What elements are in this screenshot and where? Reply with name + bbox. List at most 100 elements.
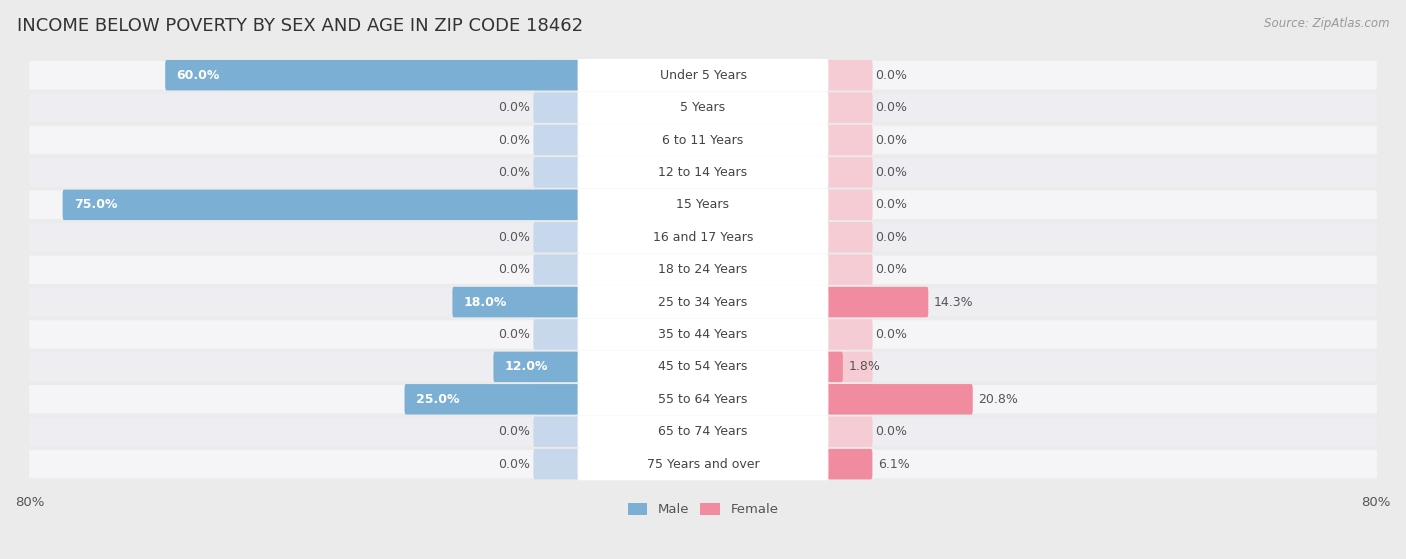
FancyBboxPatch shape bbox=[30, 93, 1376, 122]
Text: 0.0%: 0.0% bbox=[876, 198, 907, 211]
FancyBboxPatch shape bbox=[30, 191, 1376, 219]
FancyBboxPatch shape bbox=[828, 157, 873, 188]
Text: 0.0%: 0.0% bbox=[876, 69, 907, 82]
FancyBboxPatch shape bbox=[405, 384, 578, 415]
FancyBboxPatch shape bbox=[828, 190, 873, 220]
FancyBboxPatch shape bbox=[828, 287, 873, 318]
Text: 20.8%: 20.8% bbox=[979, 393, 1018, 406]
FancyBboxPatch shape bbox=[30, 223, 1376, 252]
FancyBboxPatch shape bbox=[30, 61, 1376, 89]
FancyBboxPatch shape bbox=[533, 416, 578, 447]
FancyBboxPatch shape bbox=[533, 222, 578, 253]
Text: 0.0%: 0.0% bbox=[876, 166, 907, 179]
Text: 0.0%: 0.0% bbox=[499, 458, 530, 471]
Legend: Male, Female: Male, Female bbox=[623, 498, 783, 522]
FancyBboxPatch shape bbox=[533, 157, 578, 188]
Text: 45 to 54 Years: 45 to 54 Years bbox=[658, 361, 748, 373]
Text: 65 to 74 Years: 65 to 74 Years bbox=[658, 425, 748, 438]
Text: 6 to 11 Years: 6 to 11 Years bbox=[662, 134, 744, 146]
FancyBboxPatch shape bbox=[578, 350, 828, 383]
FancyBboxPatch shape bbox=[533, 254, 578, 285]
FancyBboxPatch shape bbox=[165, 60, 578, 91]
Text: 15 Years: 15 Years bbox=[676, 198, 730, 211]
FancyBboxPatch shape bbox=[30, 158, 1376, 187]
Text: 16 and 17 Years: 16 and 17 Years bbox=[652, 231, 754, 244]
FancyBboxPatch shape bbox=[578, 188, 828, 221]
FancyBboxPatch shape bbox=[828, 222, 873, 253]
FancyBboxPatch shape bbox=[828, 384, 873, 415]
FancyBboxPatch shape bbox=[828, 92, 873, 123]
FancyBboxPatch shape bbox=[578, 415, 828, 448]
Text: 1.8%: 1.8% bbox=[848, 361, 880, 373]
Text: 0.0%: 0.0% bbox=[876, 263, 907, 276]
FancyBboxPatch shape bbox=[578, 318, 828, 350]
FancyBboxPatch shape bbox=[578, 221, 828, 253]
Text: 18.0%: 18.0% bbox=[464, 296, 508, 309]
FancyBboxPatch shape bbox=[828, 287, 928, 318]
Text: 0.0%: 0.0% bbox=[499, 134, 530, 146]
FancyBboxPatch shape bbox=[533, 319, 578, 350]
FancyBboxPatch shape bbox=[533, 384, 578, 415]
Text: 35 to 44 Years: 35 to 44 Years bbox=[658, 328, 748, 341]
Text: 55 to 64 Years: 55 to 64 Years bbox=[658, 393, 748, 406]
Text: 60.0%: 60.0% bbox=[177, 69, 219, 82]
Text: 0.0%: 0.0% bbox=[499, 263, 530, 276]
FancyBboxPatch shape bbox=[30, 320, 1376, 349]
FancyBboxPatch shape bbox=[828, 352, 842, 382]
FancyBboxPatch shape bbox=[578, 448, 828, 480]
Text: 6.1%: 6.1% bbox=[877, 458, 910, 471]
Text: 14.3%: 14.3% bbox=[934, 296, 973, 309]
Text: 12.0%: 12.0% bbox=[505, 361, 548, 373]
FancyBboxPatch shape bbox=[828, 60, 873, 91]
Text: 0.0%: 0.0% bbox=[499, 425, 530, 438]
Text: 75 Years and over: 75 Years and over bbox=[647, 458, 759, 471]
FancyBboxPatch shape bbox=[30, 255, 1376, 284]
FancyBboxPatch shape bbox=[828, 125, 873, 155]
FancyBboxPatch shape bbox=[578, 253, 828, 286]
FancyBboxPatch shape bbox=[828, 449, 873, 480]
Text: 0.0%: 0.0% bbox=[876, 231, 907, 244]
FancyBboxPatch shape bbox=[578, 124, 828, 156]
Text: 75.0%: 75.0% bbox=[75, 198, 118, 211]
FancyBboxPatch shape bbox=[30, 288, 1376, 316]
Text: 25.0%: 25.0% bbox=[416, 393, 460, 406]
Text: 0.0%: 0.0% bbox=[876, 328, 907, 341]
Text: 0.0%: 0.0% bbox=[499, 328, 530, 341]
FancyBboxPatch shape bbox=[578, 383, 828, 415]
Text: Source: ZipAtlas.com: Source: ZipAtlas.com bbox=[1264, 17, 1389, 30]
FancyBboxPatch shape bbox=[533, 287, 578, 318]
Text: 12 to 14 Years: 12 to 14 Years bbox=[658, 166, 748, 179]
FancyBboxPatch shape bbox=[30, 353, 1376, 381]
Text: 0.0%: 0.0% bbox=[876, 134, 907, 146]
Text: 5 Years: 5 Years bbox=[681, 101, 725, 114]
Text: 18 to 24 Years: 18 to 24 Years bbox=[658, 263, 748, 276]
Text: 0.0%: 0.0% bbox=[499, 231, 530, 244]
FancyBboxPatch shape bbox=[30, 126, 1376, 154]
FancyBboxPatch shape bbox=[453, 287, 578, 318]
FancyBboxPatch shape bbox=[30, 450, 1376, 479]
FancyBboxPatch shape bbox=[828, 319, 873, 350]
FancyBboxPatch shape bbox=[828, 416, 873, 447]
FancyBboxPatch shape bbox=[828, 352, 873, 382]
FancyBboxPatch shape bbox=[578, 92, 828, 124]
FancyBboxPatch shape bbox=[828, 254, 873, 285]
Text: Under 5 Years: Under 5 Years bbox=[659, 69, 747, 82]
FancyBboxPatch shape bbox=[533, 449, 578, 480]
Text: 25 to 34 Years: 25 to 34 Years bbox=[658, 296, 748, 309]
FancyBboxPatch shape bbox=[828, 449, 872, 480]
FancyBboxPatch shape bbox=[533, 352, 578, 382]
Text: INCOME BELOW POVERTY BY SEX AND AGE IN ZIP CODE 18462: INCOME BELOW POVERTY BY SEX AND AGE IN Z… bbox=[17, 17, 583, 35]
FancyBboxPatch shape bbox=[533, 125, 578, 155]
Text: 0.0%: 0.0% bbox=[499, 101, 530, 114]
FancyBboxPatch shape bbox=[533, 60, 578, 91]
FancyBboxPatch shape bbox=[63, 190, 578, 220]
FancyBboxPatch shape bbox=[578, 156, 828, 188]
FancyBboxPatch shape bbox=[578, 286, 828, 318]
Text: 0.0%: 0.0% bbox=[499, 166, 530, 179]
FancyBboxPatch shape bbox=[533, 92, 578, 123]
FancyBboxPatch shape bbox=[30, 418, 1376, 446]
FancyBboxPatch shape bbox=[494, 352, 578, 382]
Text: 0.0%: 0.0% bbox=[876, 425, 907, 438]
FancyBboxPatch shape bbox=[578, 59, 828, 92]
FancyBboxPatch shape bbox=[30, 385, 1376, 414]
